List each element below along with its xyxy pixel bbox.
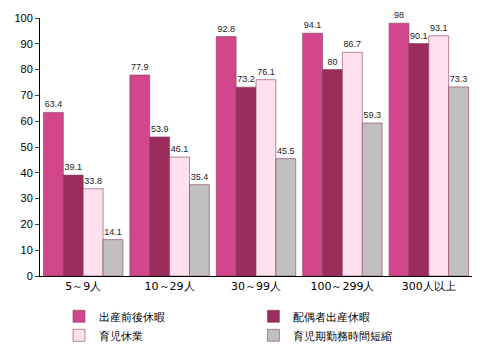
svg-text:育児期勤務時間短縮: 育児期勤務時間短縮 bbox=[293, 330, 392, 343]
svg-text:92.8: 92.8 bbox=[217, 24, 235, 34]
svg-text:0: 0 bbox=[27, 270, 33, 282]
svg-text:46.1: 46.1 bbox=[171, 144, 189, 154]
svg-text:10～29人: 10～29人 bbox=[145, 280, 195, 293]
svg-text:93.1: 93.1 bbox=[430, 23, 448, 33]
svg-text:配偶者出産休暇: 配偶者出産休暇 bbox=[293, 311, 370, 324]
svg-text:70: 70 bbox=[21, 89, 33, 101]
svg-text:40: 40 bbox=[21, 167, 33, 179]
svg-text:53.9: 53.9 bbox=[151, 124, 169, 134]
svg-text:50: 50 bbox=[21, 141, 33, 153]
svg-text:80: 80 bbox=[21, 63, 33, 75]
svg-text:59.3: 59.3 bbox=[363, 110, 381, 120]
svg-text:45.5: 45.5 bbox=[277, 146, 295, 156]
svg-text:30: 30 bbox=[21, 192, 33, 204]
svg-text:98: 98 bbox=[394, 10, 404, 20]
svg-text:33.8: 33.8 bbox=[84, 176, 102, 186]
svg-text:100: 100 bbox=[14, 12, 32, 24]
svg-text:5～9人: 5～9人 bbox=[65, 280, 101, 293]
svg-text:80: 80 bbox=[327, 57, 337, 67]
svg-text:20: 20 bbox=[21, 218, 33, 230]
svg-text:14.1: 14.1 bbox=[104, 227, 122, 237]
svg-text:300人以上: 300人以上 bbox=[402, 280, 456, 293]
svg-text:90.1: 90.1 bbox=[410, 31, 428, 41]
svg-text:63.4: 63.4 bbox=[45, 99, 63, 109]
svg-text:90: 90 bbox=[21, 38, 33, 50]
svg-text:出産前後休暇: 出産前後休暇 bbox=[99, 311, 165, 324]
svg-text:86.7: 86.7 bbox=[344, 39, 362, 49]
svg-text:60: 60 bbox=[21, 115, 33, 127]
svg-text:育児休業: 育児休業 bbox=[99, 330, 143, 343]
svg-text:94.1: 94.1 bbox=[304, 20, 322, 30]
svg-text:100～299人: 100～299人 bbox=[310, 280, 374, 293]
svg-text:76.1: 76.1 bbox=[257, 67, 275, 77]
svg-text:10: 10 bbox=[21, 244, 33, 256]
svg-text:73.3: 73.3 bbox=[450, 74, 468, 84]
svg-text:77.9: 77.9 bbox=[131, 62, 149, 72]
svg-text:39.1: 39.1 bbox=[64, 162, 82, 172]
svg-text:30～99人: 30～99人 bbox=[231, 280, 281, 293]
svg-text:35.4: 35.4 bbox=[191, 172, 209, 182]
svg-text:73.2: 73.2 bbox=[237, 74, 255, 84]
